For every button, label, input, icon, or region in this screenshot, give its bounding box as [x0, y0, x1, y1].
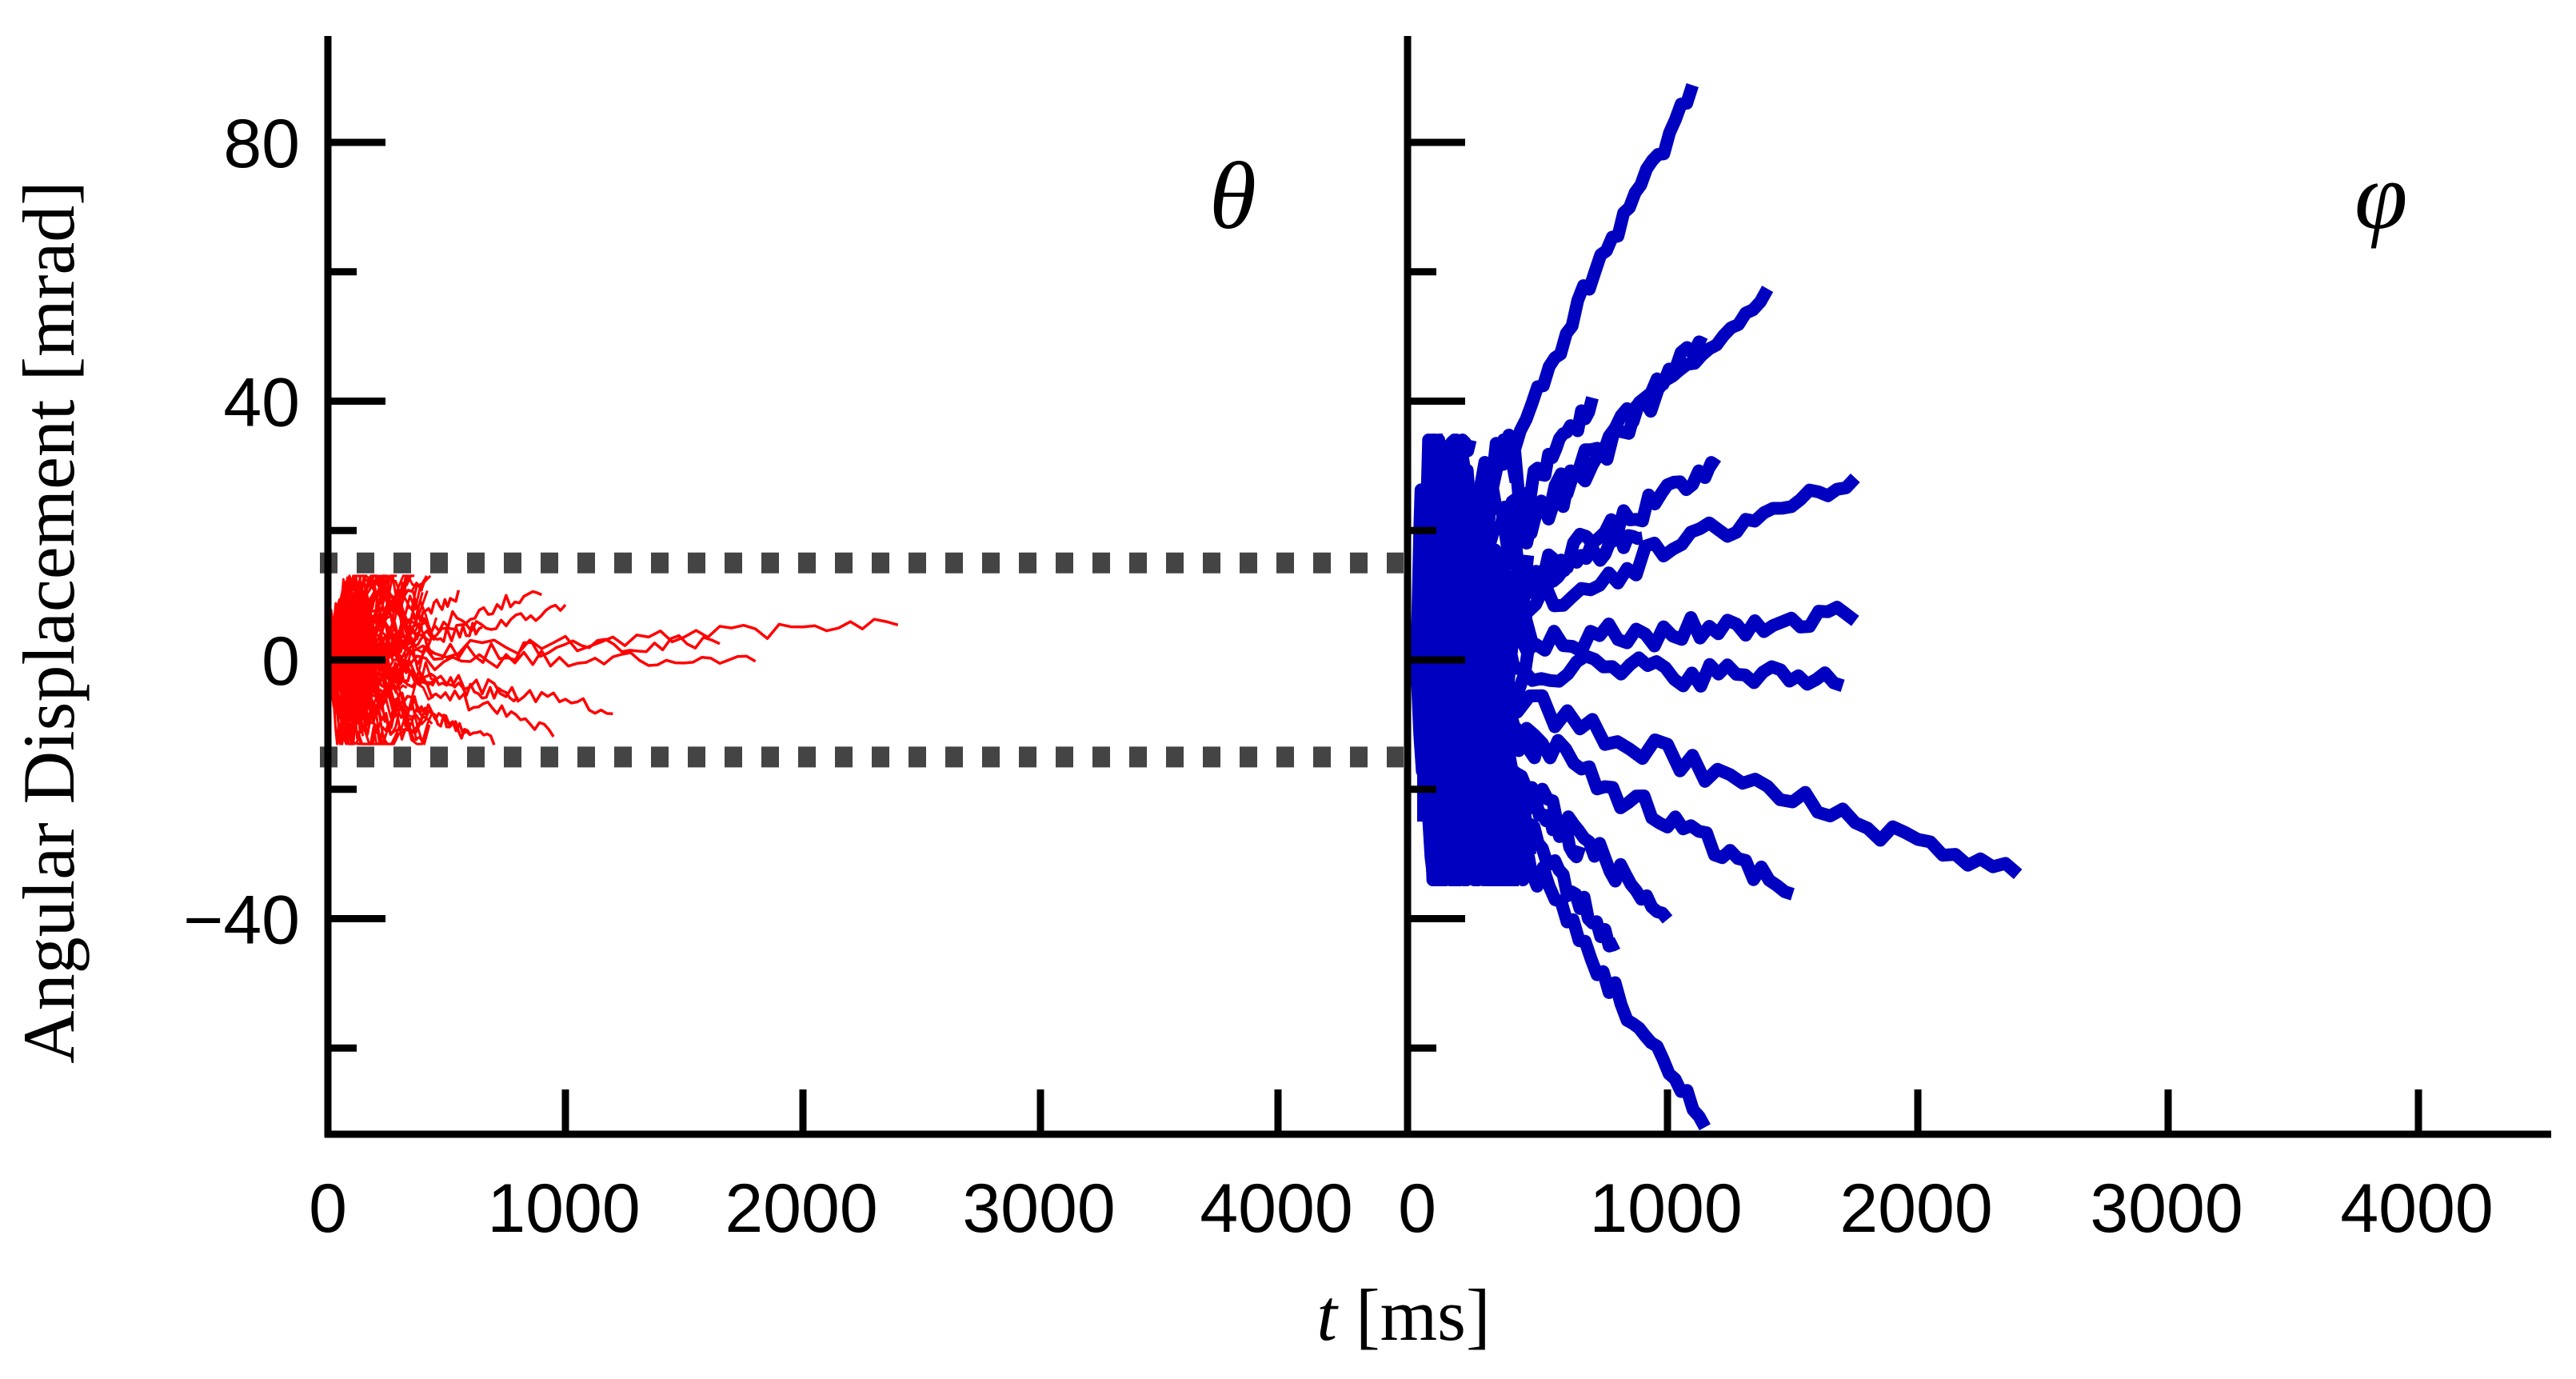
phi-x-tick-label: 2000 — [1839, 1170, 1992, 1247]
threshold-band — [320, 552, 1404, 768]
phi-panel-label: φ — [2354, 142, 2407, 249]
phi-panel — [1411, 83, 2023, 1131]
y-tick-label: 40 — [223, 365, 300, 442]
phi-dense-core — [1417, 485, 1463, 822]
theta-panel-label: θ — [1209, 142, 1256, 249]
x-axis-label: t [ms] — [1316, 1274, 1490, 1356]
phi-x-tick-label: 3000 — [2090, 1170, 2243, 1247]
theta-x-tick-label: 0 — [309, 1170, 347, 1247]
phi-trajectory-long — [1411, 83, 1699, 659]
y-tick-label: 0 — [262, 623, 300, 700]
x-axis-unit: [ms] — [1337, 1274, 1491, 1356]
theta-trajectory-long — [326, 618, 899, 674]
theta-x-tick-label: 4000 — [1200, 1170, 1352, 1247]
phi-x-tick-label: 4000 — [2340, 1170, 2493, 1247]
theta-x-tick-label: 3000 — [962, 1170, 1115, 1247]
theta-trajectory — [326, 574, 367, 655]
y-axis-label: Angular Displacement [mrad] — [8, 181, 90, 1064]
y-tick-label: 80 — [223, 106, 300, 182]
phi-trajectory-long — [1412, 657, 2023, 879]
theta-x-tick-label: 2000 — [725, 1170, 877, 1247]
axes: 80 40 0 −40 0 1000 2000 3000 4000 0 1000 2000 3000 40… — [183, 36, 2551, 1247]
x-axis-variable: t — [1316, 1274, 1339, 1356]
y-tick-label: −40 — [183, 882, 300, 959]
phi-x-tick-label: 1000 — [1589, 1170, 1742, 1247]
phi-x-tick-label: 0 — [1398, 1170, 1436, 1247]
phi-trajectory-long — [1411, 642, 1845, 693]
theta-x-tick-label: 1000 — [487, 1170, 640, 1247]
theta-panel — [326, 574, 899, 745]
theta-trajectory-long — [326, 647, 757, 674]
